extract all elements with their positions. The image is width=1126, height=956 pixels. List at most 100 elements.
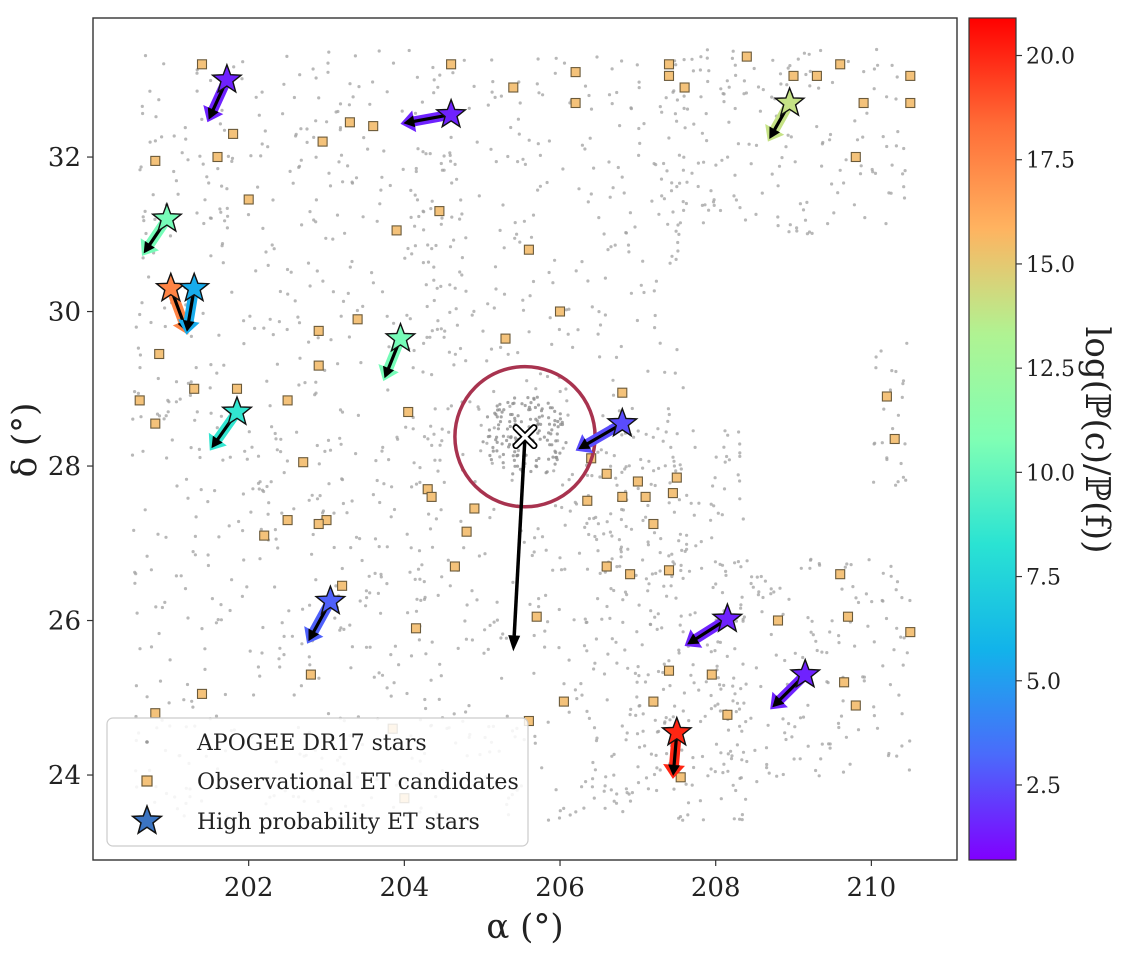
apogee-star <box>702 160 706 164</box>
et-candidate-marker <box>434 206 445 217</box>
apogee-star <box>242 342 246 346</box>
apogee-star <box>672 464 677 468</box>
apogee-star <box>298 356 302 360</box>
apogee-star <box>555 432 559 436</box>
apogee-star <box>254 269 258 273</box>
apogee-star <box>644 515 648 519</box>
apogee-star <box>721 92 725 96</box>
apogee-star <box>540 535 545 539</box>
apogee-star <box>536 431 540 435</box>
apogee-star <box>189 446 193 450</box>
apogee-star <box>903 169 907 173</box>
apogee-star <box>426 260 431 264</box>
apogee-star <box>674 596 678 600</box>
apogee-star <box>500 676 504 680</box>
apogee-star <box>542 435 547 439</box>
apogee-star <box>486 302 490 306</box>
apogee-star <box>460 273 464 277</box>
apogee-star <box>138 366 142 370</box>
apogee-star <box>793 651 797 655</box>
apogee-star <box>370 271 374 275</box>
apogee-star <box>141 256 145 260</box>
apogee-star <box>734 710 738 714</box>
apogee-star <box>598 323 603 327</box>
apogee-star <box>464 710 468 714</box>
apogee-star <box>872 480 876 484</box>
apogee-star <box>580 260 584 264</box>
apogee-star <box>499 94 503 98</box>
apogee-star <box>209 78 213 83</box>
et-candidate-marker <box>391 225 402 236</box>
apogee-star <box>561 446 565 450</box>
apogee-star <box>759 574 763 579</box>
et-star-marker <box>660 715 693 747</box>
apogee-star <box>887 191 891 195</box>
apogee-star <box>259 154 263 158</box>
apogee-star <box>716 640 720 644</box>
apogee-star <box>646 503 650 508</box>
apogee-star <box>655 788 659 793</box>
apogee-star <box>723 429 727 433</box>
apogee-star <box>691 69 696 73</box>
apogee-star <box>846 59 850 64</box>
apogee-star <box>902 636 906 640</box>
et-candidate-marker <box>461 526 472 537</box>
apogee-star <box>522 540 526 544</box>
apogee-star <box>779 82 783 86</box>
et-star-marker <box>773 86 806 117</box>
et-candidate-marker <box>811 70 822 81</box>
apogee-star <box>903 442 907 446</box>
apogee-star <box>261 226 265 230</box>
apogee-star <box>536 403 541 407</box>
apogee-star <box>726 155 730 159</box>
apogee-star <box>260 651 264 655</box>
apogee-star <box>339 314 343 318</box>
apogee-star <box>189 380 193 384</box>
et-candidate-marker <box>850 700 861 711</box>
apogee-star <box>374 459 378 463</box>
apogee-star <box>861 675 865 679</box>
apogee-star <box>820 164 824 168</box>
apogee-star <box>626 547 630 551</box>
apogee-star <box>602 532 606 536</box>
apogee-star <box>541 93 545 97</box>
apogee-star <box>699 55 703 59</box>
apogee-star <box>674 257 678 261</box>
apogee-star <box>629 707 633 712</box>
et-stars-layer <box>150 62 822 747</box>
apogee-star <box>195 211 199 215</box>
apogee-star <box>723 460 727 464</box>
apogee-star <box>815 125 819 129</box>
apogee-star <box>612 799 616 803</box>
apogee-star <box>633 671 638 676</box>
apogee-star <box>630 791 635 795</box>
apogee-star <box>335 213 340 217</box>
apogee-star <box>684 201 689 206</box>
apogee-star <box>536 57 540 61</box>
apogee-star <box>265 484 269 489</box>
apogee-star <box>750 575 754 579</box>
apogee-star <box>894 369 898 374</box>
apogee-star <box>502 465 506 470</box>
apogee-star <box>589 107 594 111</box>
apogee-star <box>596 549 600 553</box>
apogee-star <box>672 562 677 566</box>
apogee-star <box>500 442 504 446</box>
x-axis-label: α (°) <box>486 907 563 947</box>
apogee-star <box>145 554 149 558</box>
apogee-star <box>649 609 653 613</box>
apogee-star <box>183 587 188 591</box>
apogee-star <box>385 545 389 549</box>
et-candidate-marker <box>601 468 612 479</box>
apogee-star <box>214 621 218 625</box>
apogee-star <box>307 498 311 502</box>
apogee-star <box>271 333 275 337</box>
apogee-star <box>538 372 543 376</box>
apogee-star <box>821 140 825 145</box>
apogee-star <box>536 527 540 531</box>
et-candidate-marker <box>601 561 612 572</box>
apogee-star <box>731 684 735 688</box>
apogee-star <box>300 642 304 646</box>
apogee-star <box>646 787 651 791</box>
